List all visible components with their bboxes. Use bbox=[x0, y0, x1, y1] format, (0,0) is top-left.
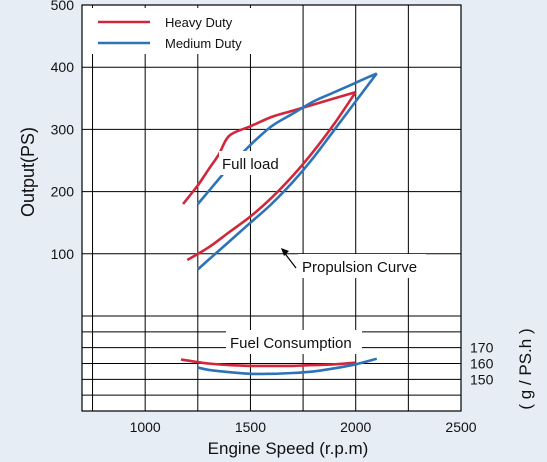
y-tick-label: 100 bbox=[51, 246, 75, 262]
y-axis-title: Output(PS) bbox=[18, 127, 38, 217]
plot-border bbox=[81, 4, 462, 412]
fuel-tick-label: 160 bbox=[470, 356, 494, 372]
propulsion-pointer-arrowhead bbox=[281, 248, 289, 256]
x-tick-label: 2000 bbox=[340, 419, 371, 435]
y-tick-label: 200 bbox=[51, 184, 75, 200]
propulsion-label-bg bbox=[298, 254, 426, 278]
x-axis-title: Engine Speed (r.p.m) bbox=[208, 439, 369, 458]
fuel-label-bg bbox=[226, 330, 362, 354]
legend-box bbox=[88, 8, 258, 54]
fuel-tick-label: 170 bbox=[470, 340, 494, 356]
x-tick-label: 1000 bbox=[130, 419, 161, 435]
propulsion-curve-label: Propulsion Curve bbox=[302, 259, 417, 276]
x-tick-label: 1500 bbox=[235, 419, 266, 435]
y2-axis-title: ( g / PS.h ) bbox=[516, 328, 535, 409]
y-tick-label: 400 bbox=[51, 59, 75, 75]
fuel-line-medium-duty bbox=[197, 357, 378, 376]
grid bbox=[82, 4, 461, 411]
fuel-consumption-label: Fuel Consumption bbox=[230, 335, 352, 352]
y-tick-label: 500 bbox=[51, 0, 75, 13]
propulsion-line-heavy-duty bbox=[186, 91, 357, 262]
full-load-line-medium-duty bbox=[196, 72, 378, 205]
series-layer bbox=[180, 72, 378, 376]
legend-label-heavy-duty: Heavy Duty bbox=[165, 15, 233, 30]
y-tick-label: 300 bbox=[51, 121, 75, 137]
full-load-label-bg bbox=[219, 151, 289, 175]
legend-label-medium-duty: Medium Duty bbox=[165, 36, 242, 51]
full-load-label: Full load bbox=[222, 156, 279, 173]
fuel-line-heavy-duty bbox=[180, 358, 356, 368]
x-tick-label: 2500 bbox=[445, 419, 476, 435]
fuel-tick-label: 150 bbox=[470, 371, 494, 387]
legend: Heavy Duty Medium Duty bbox=[88, 8, 258, 54]
propulsion-line-medium-duty bbox=[196, 72, 378, 271]
full-load-line-heavy-duty bbox=[182, 90, 357, 205]
